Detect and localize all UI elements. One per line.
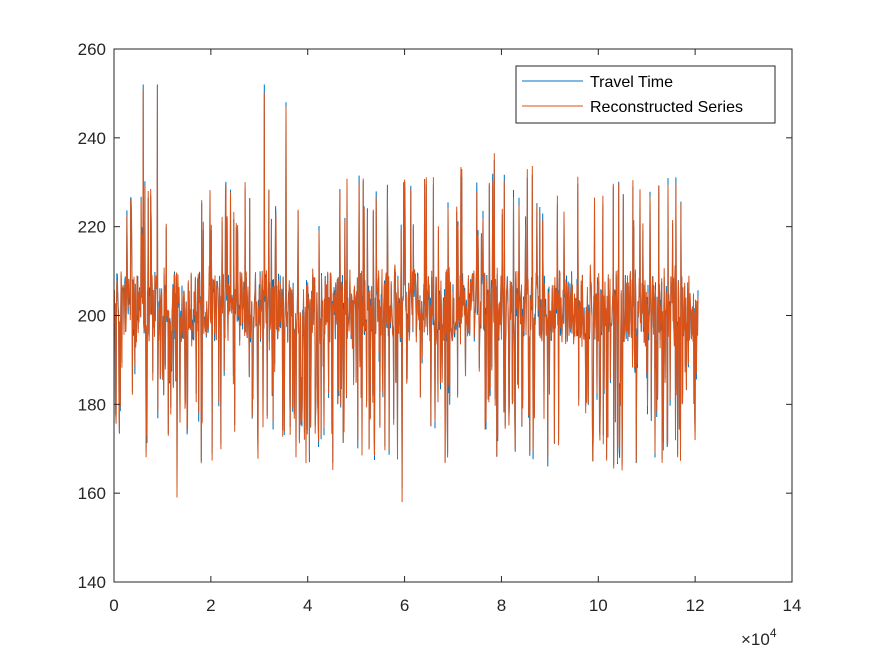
y-tick-label: 240 [78,129,106,148]
x-tick-label: 8 [497,596,506,615]
y-tick-label: 200 [78,307,106,326]
x-tick-label: 12 [686,596,705,615]
x-exponent-label: ×104 [741,626,777,649]
x-tick-label: 6 [400,596,409,615]
legend-label-travel-time: Travel Time [590,74,673,91]
y-tick-label: 180 [78,395,106,414]
y-axis: 140 160 180 200 220 240 260 [78,40,792,592]
series-layer [113,84,699,503]
x-tick-label: 10 [589,596,608,615]
y-tick-label: 220 [78,218,106,237]
x-tick-label: 4 [303,596,312,615]
x-axis: 0 2 4 6 8 10 12 14 [109,49,801,615]
legend-label-reconstructed-series: Reconstructed Series [590,99,743,116]
x-tick-label: 14 [783,596,802,615]
x-tick-label: 0 [109,596,118,615]
y-tick-label: 140 [78,573,106,592]
y-tick-label: 260 [78,40,106,59]
x-tick-label: 2 [206,596,215,615]
x-exponent-power: 4 [770,626,777,640]
legend-box [515,65,776,124]
legend[interactable]: Travel Time Reconstructed Series [515,65,776,124]
series-line-reconstructed-series [113,84,699,503]
y-tick-label: 160 [78,484,106,503]
